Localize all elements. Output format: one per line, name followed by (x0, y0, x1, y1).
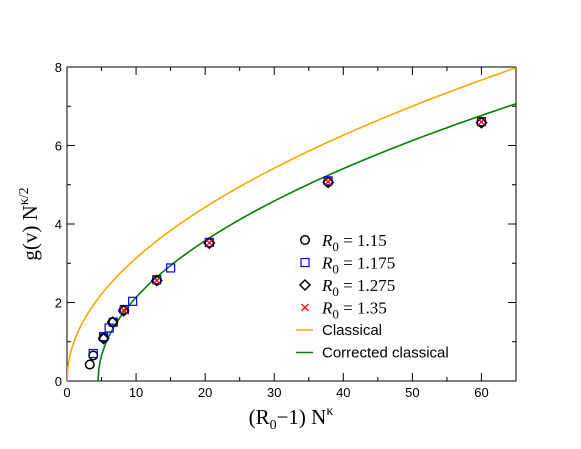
x-tick-label: 10 (129, 385, 143, 400)
curve-corrected-classical (97, 103, 516, 381)
legend-label: R0 = 1.275 (321, 276, 395, 299)
data-point-circle (88, 350, 99, 361)
data-point-cross (152, 276, 161, 285)
plot-frame (66, 66, 517, 382)
data-point-diamond (117, 304, 130, 317)
legend-marker-cross (301, 303, 309, 312)
tick-labels: 0 10 20 30 40 50 60 0 2 4 6 8 (55, 60, 489, 400)
y-axis-title: g(v) Nκ/2 (17, 187, 42, 260)
y-tick-label: 0 (55, 374, 62, 389)
data-point-diamond (150, 274, 163, 287)
curve-classical (67, 67, 516, 381)
data-point-diamond (203, 237, 216, 250)
data-point-cross (119, 306, 128, 315)
x-tick-label: 40 (336, 385, 350, 400)
x-axis-title: (R0−1) Nκ (249, 404, 334, 433)
data-point-square (166, 263, 176, 273)
data-point-square (88, 348, 98, 359)
curves (67, 67, 516, 381)
data-point-cross (477, 117, 486, 126)
x-tick-label: 30 (267, 385, 281, 400)
x-tick-label: 0 (63, 385, 70, 400)
y-tick-label: 4 (55, 217, 62, 232)
axis-ticks (66, 66, 517, 382)
y-tick-label: 8 (55, 60, 62, 75)
data-point-cross (324, 177, 333, 186)
data-point-diamond (97, 332, 110, 345)
data-point-square (128, 296, 138, 306)
data-point-diamond (322, 176, 335, 189)
data-point-diamond (106, 316, 119, 329)
legend-label: Classical (322, 322, 382, 339)
legend-label: R0 = 1.35 (321, 299, 387, 322)
x-tick-label: 50 (405, 385, 419, 400)
legend-label: R0 = 1.175 (321, 254, 395, 277)
data-point-diamond (475, 116, 488, 129)
y-tick-label: 2 (55, 296, 62, 311)
legend-label: Corrected classical (322, 345, 449, 362)
legend-marker-diamond (298, 278, 312, 292)
data-point-circle (84, 359, 95, 370)
y-tick-label: 6 (55, 139, 62, 154)
x-tick-label: 60 (474, 385, 488, 400)
markers (84, 116, 488, 370)
legend-marker-square (300, 257, 310, 268)
legend-label: R0 = 1.15 (321, 231, 387, 254)
x-tick-label: 20 (198, 385, 212, 400)
data-point-cross (205, 238, 214, 247)
legend-marker-circle (299, 234, 311, 246)
